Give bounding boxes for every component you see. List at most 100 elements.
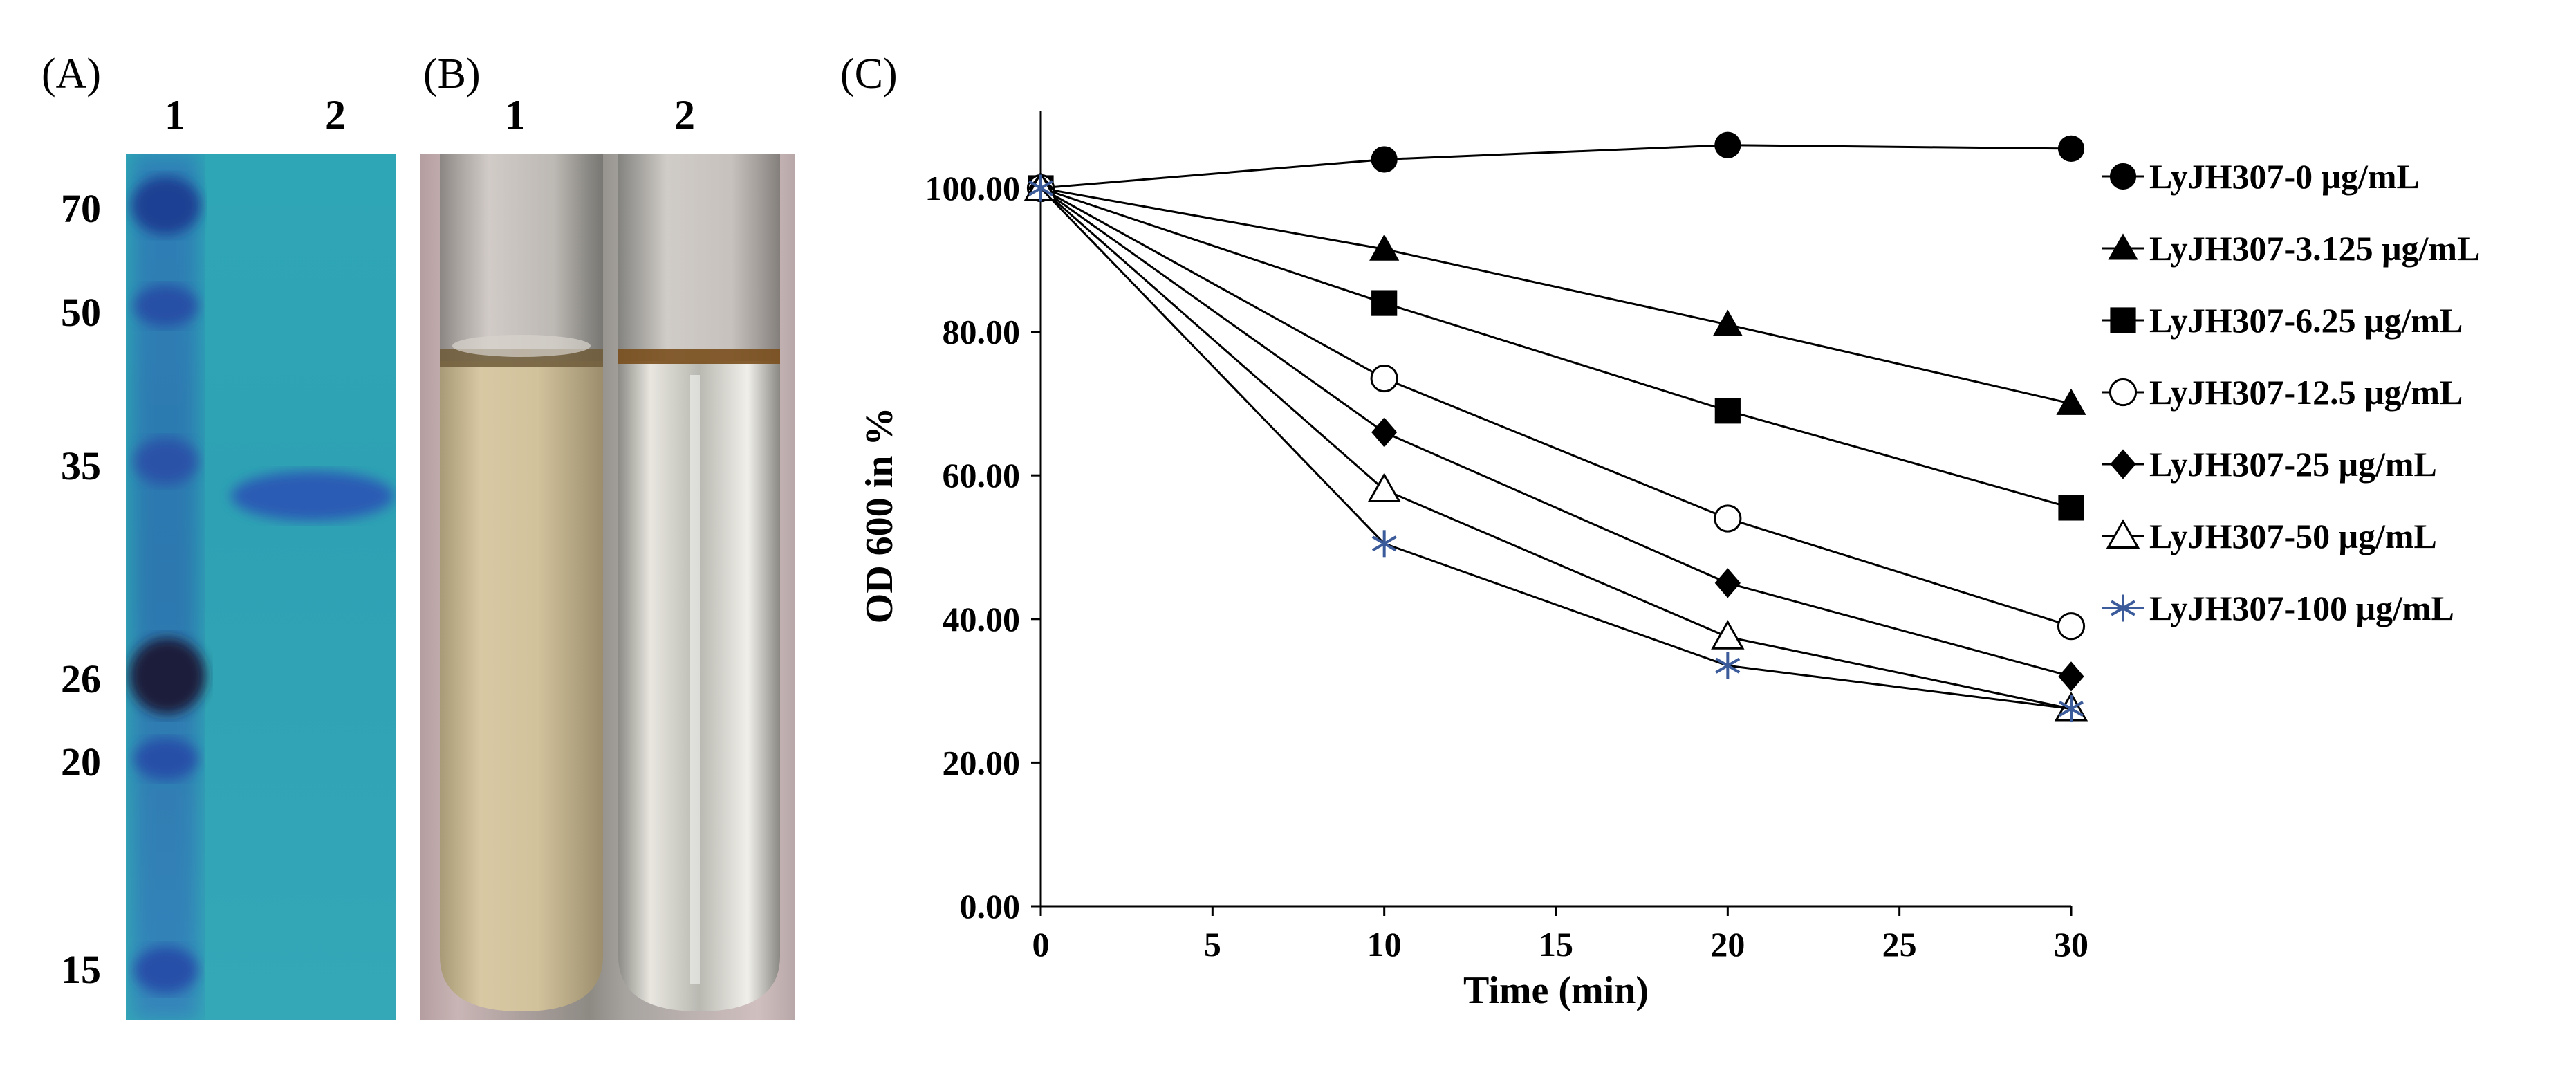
data-point (2059, 695, 2084, 723)
y-tick-label: 40.00 (943, 600, 1021, 638)
data-point (1371, 530, 1397, 558)
data-point (2056, 388, 2086, 415)
series-line (1040, 187, 2072, 627)
tube-1-turbid-culture (440, 361, 603, 1011)
series-line (1040, 187, 2072, 405)
legend-marker (2109, 378, 2138, 407)
ladder-band-50 (134, 285, 198, 327)
y-tick-label: 60.00 (943, 456, 1021, 495)
series-6 (1028, 174, 2084, 723)
legend-item-4: LyJH307-25 μg/mL (2102, 445, 2437, 484)
y-axis-title: OD 600 in % (858, 407, 901, 624)
mw-marker-50: 50 (61, 290, 101, 335)
y-tick-label: 0.00 (960, 887, 1021, 926)
star-stroke (1371, 535, 1397, 552)
legend-marker (2106, 519, 2140, 549)
x-axis-title: Time (min) (1463, 969, 1649, 1012)
legend-item-2: LyJH307-6.25 μg/mL (2102, 301, 2463, 340)
legend-item-1: LyJH307-3.125 μg/mL (2102, 229, 2480, 268)
data-point (1711, 620, 1745, 650)
mw-marker-70: 70 (61, 186, 101, 231)
legend-marker (2110, 449, 2136, 479)
lysis-chart: 0.00 20.00 40.00 60.00 80.00 100.00 0 5 10 15 20 25… (858, 111, 2480, 1012)
data-point (1715, 652, 1741, 679)
ladder-band-15 (134, 946, 198, 993)
legend-item-6: LyJH307-100 μg/mL (2102, 589, 2454, 627)
data-point (2057, 135, 2085, 163)
x-tick-label: 25 (1882, 925, 1917, 964)
data-point (1367, 472, 1401, 502)
data-point (1028, 174, 1053, 202)
ladder-band-70 (131, 176, 201, 235)
legend-label: LyJH307-6.25 μg/mL (2149, 301, 2463, 340)
y-tick-label: 80.00 (943, 313, 1021, 351)
gel-lane-label-1: 1 (165, 92, 185, 138)
legend-label: LyJH307-12.5 μg/mL (2149, 373, 2463, 412)
tube-2-empty-glass (618, 154, 780, 361)
tube-1-empty-glass (440, 154, 603, 361)
x-tick-label: 20 (1710, 925, 1745, 964)
legend-label: LyJH307-100 μg/mL (2149, 589, 2454, 627)
data-point (1714, 568, 1741, 598)
series-4 (1028, 173, 2084, 692)
series-line (1040, 187, 2072, 509)
tubes-drawing (440, 154, 780, 1011)
star-stroke (2111, 600, 2135, 616)
star-stroke (2059, 701, 2084, 717)
legend-marker (2109, 163, 2137, 190)
ladder-band-20 (134, 738, 198, 780)
ladder-band-26 (129, 638, 205, 714)
data-point (1712, 309, 1743, 336)
mw-marker-26: 26 (61, 656, 101, 701)
gel-lane-label-2: 2 (325, 92, 346, 138)
data-point (2058, 495, 2084, 521)
series-1 (1026, 173, 2086, 415)
tube-2-meniscus (618, 349, 780, 364)
series-line (1039, 187, 2072, 710)
data-point (2058, 661, 2084, 692)
data-point (1714, 504, 1742, 533)
legend-marker (2110, 307, 2136, 333)
tube-label-1: 1 (505, 92, 526, 138)
series-3 (1026, 174, 2086, 641)
x-tick-label: 10 (1367, 925, 1402, 964)
x-tick-label: 5 (1204, 925, 1221, 964)
panel-b-label: (B) (423, 50, 481, 98)
y-tick-label: 20.00 (943, 743, 1021, 782)
x-tick-label: 30 (2054, 925, 2088, 964)
tube-label-2: 2 (674, 92, 695, 138)
test-tubes-photo (420, 154, 795, 1020)
series-2 (1028, 175, 2084, 521)
mw-marker-20: 20 (61, 739, 101, 784)
data-point (1371, 417, 1398, 448)
data-point (1370, 364, 1398, 393)
star-stroke (1715, 657, 1741, 674)
chart-legend: LyJH307-0 μg/mL LyJH307-3.125 μg/mL LyJH30… (2102, 157, 2480, 627)
y-tick-label: 100.00 (925, 169, 1021, 208)
series-0 (1027, 131, 2085, 202)
chart-series (1023, 131, 2088, 723)
series-line (1040, 187, 2072, 678)
legend-label: LyJH307-0 μg/mL (2149, 157, 2420, 196)
chart-axes: 0.00 20.00 40.00 60.00 80.00 100.00 0 5 10 15 20 25… (925, 111, 2088, 964)
legend-label: LyJH307-25 μg/mL (2149, 445, 2437, 484)
gel-bands (129, 154, 394, 1020)
series-line (1040, 144, 2072, 190)
legend-label: LyJH307-50 μg/mL (2149, 517, 2437, 555)
ladder-lane (133, 154, 198, 1020)
panel-a-label: (A) (41, 50, 102, 98)
star-stroke (1028, 180, 1053, 196)
legend-item-3: LyJH307-12.5 μg/mL (2102, 373, 2463, 412)
sds-page-gel (126, 154, 396, 1020)
mw-marker-35: 35 (61, 443, 101, 488)
mw-marker-15: 15 (61, 947, 101, 992)
data-point (1371, 146, 1398, 173)
data-point (1714, 398, 1741, 424)
lyjh307-protein-band (231, 471, 394, 521)
legend-marker (2108, 233, 2138, 260)
data-point (1369, 234, 1400, 261)
legend-marker (2111, 594, 2135, 622)
data-point (1714, 131, 1741, 158)
data-point (2057, 612, 2086, 641)
ladder-band-35 (134, 438, 198, 485)
